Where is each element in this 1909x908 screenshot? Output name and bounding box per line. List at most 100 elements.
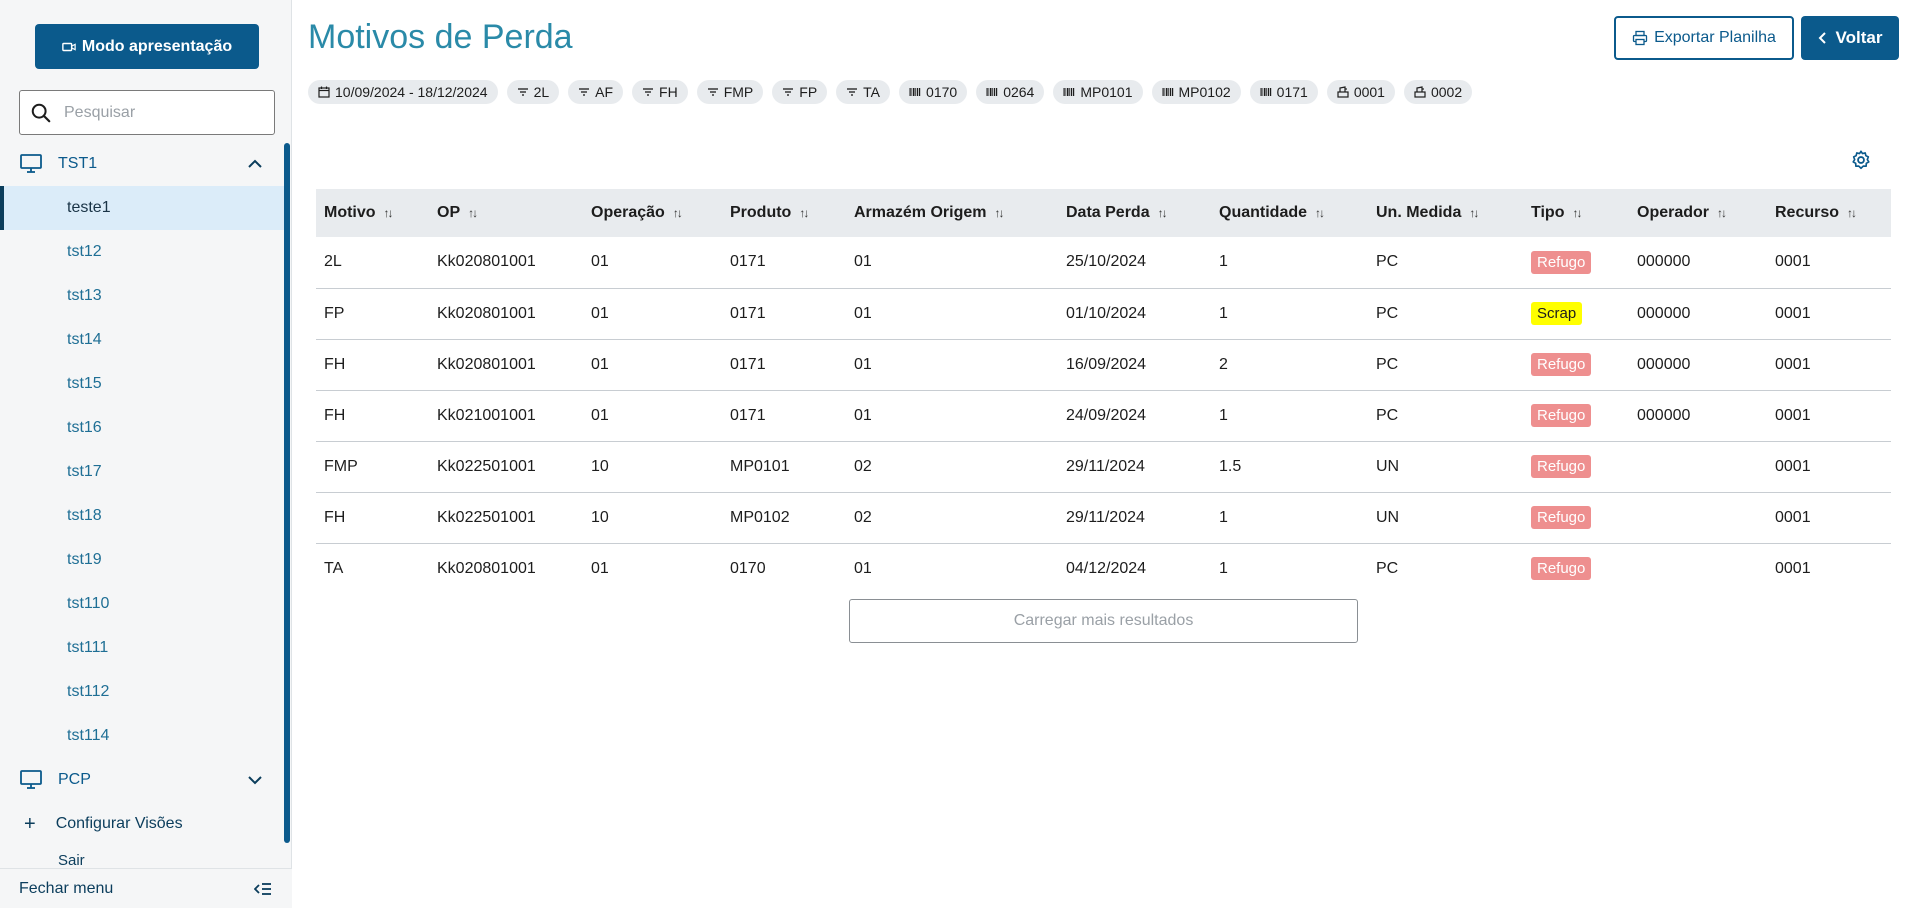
sort-icon[interactable]: ↑↓ (1315, 206, 1325, 220)
cell-operacao: 01 (591, 253, 609, 271)
table-row[interactable]: FMP Kk022501001 10 MP0101 02 29/11/2024 … (316, 441, 1891, 492)
filter-chip[interactable]: 2L (506, 80, 560, 104)
cell-operador (1629, 543, 1767, 594)
filter-chip[interactable]: FH (632, 80, 688, 104)
export-spreadsheet-button[interactable]: Exportar Planilha (1614, 16, 1794, 60)
cell-un-medida: PC (1376, 304, 1399, 322)
sidebar-nav: TST1 teste1 tst12 tst13 tst14 tst15 tst1… (0, 142, 284, 866)
column-header-quantidade[interactable]: Quantidade ↑↓ (1211, 189, 1368, 237)
sort-icon[interactable]: ↑↓ (468, 206, 478, 220)
cell-data-perda: 25/10/2024 (1066, 253, 1147, 271)
filter-chip[interactable]: 10/09/2024 - 18/12/2024 (308, 80, 498, 104)
cell-produto: 0170 (730, 559, 766, 577)
sidebar-item-tst112[interactable]: tst112 (67, 683, 110, 700)
load-more-button[interactable]: Carregar mais resultados (849, 599, 1358, 643)
sidebar-item-tst13[interactable]: tst13 (67, 287, 102, 304)
filter-chip-label: 0002 (1430, 84, 1463, 100)
cell-data-perda: 24/09/2024 (1066, 406, 1147, 424)
collapse-menu-icon[interactable] (254, 881, 272, 897)
sort-icon[interactable]: ↑↓ (799, 206, 809, 220)
table-row[interactable]: FH Kk021001001 01 0171 01 24/09/2024 1 P… (316, 390, 1891, 441)
cell-data-perda: 29/11/2024 (1066, 457, 1145, 475)
close-menu-footer[interactable]: Fechar menu (0, 868, 292, 908)
sort-icon[interactable]: ↑↓ (994, 206, 1005, 220)
filter-chip[interactable]: MP0101 (1053, 80, 1143, 104)
back-button[interactable]: Voltar (1801, 16, 1899, 60)
cell-un-medida: PC (1376, 559, 1399, 577)
sidebar-item-tst111[interactable]: tst111 (67, 639, 109, 656)
status-badge: Refugo (1531, 353, 1592, 376)
cell-quantidade: 1 (1219, 406, 1228, 424)
filter-chip[interactable]: 0001 (1326, 80, 1395, 104)
cell-op: Kk022501001 (437, 508, 536, 526)
sidebar-item-tst16[interactable]: tst16 (67, 419, 102, 436)
sort-icon[interactable]: ↑↓ (1717, 206, 1727, 220)
chevron-down-icon[interactable] (246, 771, 264, 789)
cell-produto: 0171 (730, 253, 766, 271)
sort-icon[interactable]: ↑↓ (1157, 206, 1168, 220)
sort-icon[interactable]: ↑↓ (672, 206, 683, 220)
filter-chip-label: 0264 (1003, 84, 1035, 100)
column-header-produto[interactable]: Produto ↑↓ (722, 189, 846, 237)
cell-produto: 0171 (730, 355, 766, 373)
sidebar-item-tst14[interactable]: tst14 (67, 331, 102, 348)
table-row[interactable]: 2L Kk020801001 01 0171 01 25/10/2024 1 P… (316, 237, 1891, 288)
filter-chip[interactable]: 0002 (1403, 80, 1473, 104)
barcode-icon (986, 88, 998, 96)
sidebar-item-tst15[interactable]: tst15 (67, 375, 102, 392)
column-header-operacao[interactable]: Operação ↑↓ (583, 189, 722, 237)
table-row[interactable]: FH Kk020801001 01 0171 01 16/09/2024 2 P… (316, 339, 1891, 390)
column-header-op[interactable]: OP ↑↓ (429, 189, 583, 237)
filter-chip-label: AF (595, 84, 614, 100)
cell-un-medida: UN (1376, 457, 1400, 475)
logout-item[interactable]: Sair (58, 852, 85, 866)
cell-operacao: 01 (591, 559, 609, 577)
filter-chip[interactable]: AF (568, 80, 624, 104)
sort-icon[interactable]: ↑↓ (1572, 206, 1582, 220)
sidebar-item-tst12[interactable]: tst12 (67, 243, 102, 260)
filter-chip[interactable]: FP (772, 80, 828, 104)
filter-chip[interactable]: 0171 (1249, 80, 1318, 104)
sort-icon[interactable]: ↑↓ (1469, 206, 1479, 220)
presentation-mode-button[interactable]: Modo apresentação (35, 24, 259, 69)
sidebar-group-tst1[interactable]: TST1 (0, 142, 284, 186)
printer-icon (1632, 30, 1648, 46)
sort-icon[interactable]: ↑↓ (383, 206, 394, 220)
sidebar-item-tst18[interactable]: tst18 (67, 507, 102, 524)
cell-quantidade: 1 (1219, 253, 1228, 271)
column-header-data-perda[interactable]: Data Perda ↑↓ (1058, 189, 1211, 237)
filter-chip[interactable]: FMP (696, 80, 764, 104)
sidebar-scrollbar[interactable] (284, 143, 290, 843)
column-header-recurso[interactable]: Recurso ↑↓ (1767, 189, 1891, 237)
cell-motivo: FP (324, 304, 345, 322)
column-header-tipo[interactable]: Tipo ↑↓ (1523, 189, 1629, 237)
column-header-armazem-origem[interactable]: Armazém Origem ↑↓ (846, 189, 1058, 237)
gear-icon[interactable] (1850, 149, 1872, 171)
column-header-operador[interactable]: Operador ↑↓ (1629, 189, 1767, 237)
table-row[interactable]: FH Kk022501001 10 MP0102 02 29/11/2024 1… (316, 492, 1891, 543)
column-header-un-medida[interactable]: Un. Medida ↑↓ (1368, 189, 1523, 237)
plus-icon: + (24, 812, 36, 835)
sidebar: Modo apresentação TST1 teste1 tst12 tst1… (0, 0, 292, 908)
filter-chip[interactable]: MP0102 (1151, 80, 1241, 104)
sidebar-group-label: PCP (58, 771, 91, 788)
filter-chip[interactable]: TA (836, 80, 891, 104)
sidebar-item-tst110[interactable]: tst110 (67, 595, 110, 612)
sort-icon[interactable]: ↑↓ (1847, 206, 1857, 220)
sidebar-item-tst114[interactable]: tst114 (67, 727, 110, 744)
cell-tipo: Refugo (1523, 543, 1629, 594)
filter-chip[interactable]: 0170 (899, 80, 968, 104)
sidebar-item-tst17[interactable]: tst17 (67, 463, 102, 480)
cell-quantidade: 2 (1219, 355, 1228, 373)
search-input[interactable] (64, 103, 264, 122)
sidebar-item-teste1[interactable]: teste1 (0, 186, 284, 230)
sidebar-group-pcp[interactable]: PCP (0, 758, 284, 802)
chevron-up-icon[interactable] (246, 155, 264, 173)
filter-chip[interactable]: 0264 (976, 80, 1045, 104)
cell-produto: 0171 (730, 406, 766, 424)
table-row[interactable]: FP Kk020801001 01 0171 01 01/10/2024 1 P… (316, 288, 1891, 339)
sidebar-item-tst19[interactable]: tst19 (67, 551, 102, 568)
configure-views-item[interactable]: + Configurar Visões (0, 802, 284, 846)
column-header-motivo[interactable]: Motivo ↑↓ (316, 189, 429, 237)
table-row[interactable]: TA Kk020801001 01 0170 01 04/12/2024 1 P… (316, 543, 1891, 594)
